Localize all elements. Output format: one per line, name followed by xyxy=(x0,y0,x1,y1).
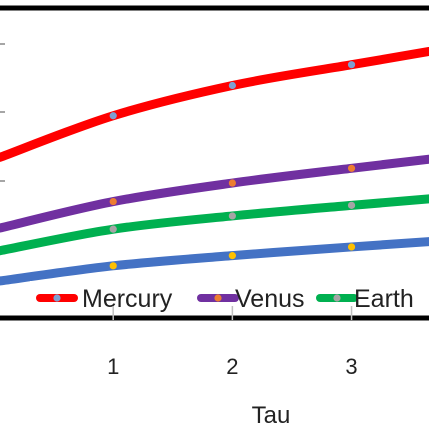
data-point-mercury xyxy=(109,112,117,120)
x-tick-label: 2 xyxy=(226,354,238,379)
data-point-earth xyxy=(109,225,117,233)
data-point-series-4 xyxy=(109,262,117,270)
data-point-earth xyxy=(347,201,356,209)
legend-label-venus: Venus xyxy=(235,285,305,313)
data-point-earth xyxy=(228,212,236,220)
data-point-venus xyxy=(347,164,356,172)
x-tick-label: 3 xyxy=(345,354,357,379)
series-line-mercury xyxy=(0,46,429,162)
legend: Mercury Venus Earth xyxy=(30,281,429,315)
x-axis-title: Tau xyxy=(252,402,291,429)
data-point-mercury xyxy=(347,61,356,69)
legend-label-mercury: Mercury xyxy=(82,285,173,313)
x-axis: 1 2 3 xyxy=(107,306,358,379)
series-markers xyxy=(109,61,356,270)
series-lines xyxy=(0,46,429,286)
legend-marker-venus xyxy=(214,294,222,302)
data-point-mercury xyxy=(228,81,236,90)
legend-marker-earth xyxy=(333,294,341,302)
legend-label-earth: Earth xyxy=(354,285,414,313)
data-point-series-4 xyxy=(347,243,356,251)
data-point-venus xyxy=(109,197,117,206)
data-point-venus xyxy=(228,179,236,187)
series-line-series-4 xyxy=(0,237,429,286)
data-point-series-4 xyxy=(228,252,236,260)
x-tick-label: 1 xyxy=(107,354,119,379)
legend-marker-mercury xyxy=(53,294,61,302)
